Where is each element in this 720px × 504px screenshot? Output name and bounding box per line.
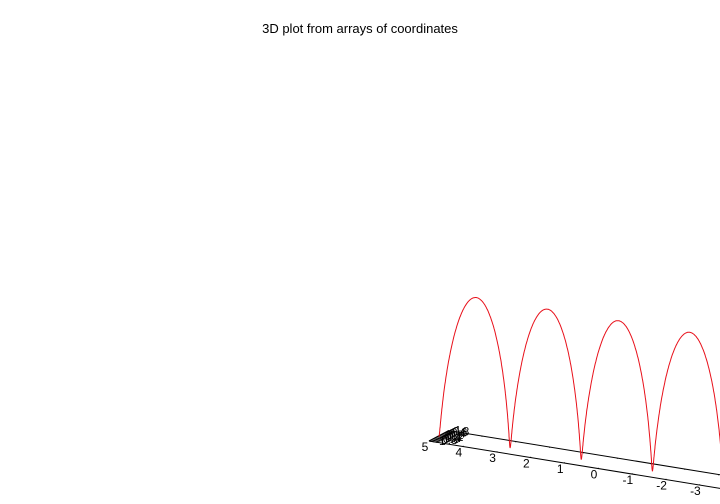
y-tick-label: -0.2 (443, 430, 464, 444)
y-tick (436, 436, 446, 439)
axes (428, 430, 720, 489)
y-tick-label: 0.6 (451, 426, 468, 440)
y-tick-label: -0.6 (439, 432, 460, 446)
y-tick-label: 1 (455, 424, 462, 438)
y-tick-label: 0.2 (447, 428, 464, 442)
y-tick (428, 440, 438, 443)
y-tick (432, 438, 442, 441)
y-tick (442, 433, 452, 436)
x-tick-label: 0 (591, 468, 598, 482)
y-tick (448, 430, 458, 433)
y-tick-label: 0.4 (449, 427, 466, 441)
y-tick-label: -0.4 (441, 431, 462, 445)
x-tick-label: 3 (489, 451, 496, 465)
x-tick-label: 4 (455, 446, 462, 460)
x-tick-label: -3 (690, 484, 701, 498)
helix-series-line (438, 297, 720, 472)
series-group (438, 297, 720, 472)
y-tick (440, 434, 450, 437)
x-tick-label: 2 (523, 457, 530, 471)
tick-labels: -5-4-3-2-1012345-1-0.8-0.6-0.4-0.200.20.… (422, 424, 701, 498)
x-tick-label: -1 (622, 473, 633, 487)
y-tick (438, 435, 448, 438)
y-tick (430, 439, 440, 442)
y-tick-label: 0.8 (453, 425, 470, 439)
ticks (428, 430, 720, 486)
y-tick-label: -0.8 (437, 433, 458, 447)
y-tick-label: 0 (445, 429, 452, 443)
y-tick-label: -1 (435, 434, 446, 448)
x-tick-label: 1 (557, 462, 564, 476)
y-tick (446, 431, 456, 434)
y-tick (444, 432, 454, 435)
x-tick-label: -2 (656, 479, 667, 493)
x-tick-label: 5 (422, 440, 429, 454)
y-tick (434, 437, 444, 440)
chart-title: 3D plot from arrays of coordinates (262, 21, 458, 36)
x-axis-line (428, 440, 720, 489)
